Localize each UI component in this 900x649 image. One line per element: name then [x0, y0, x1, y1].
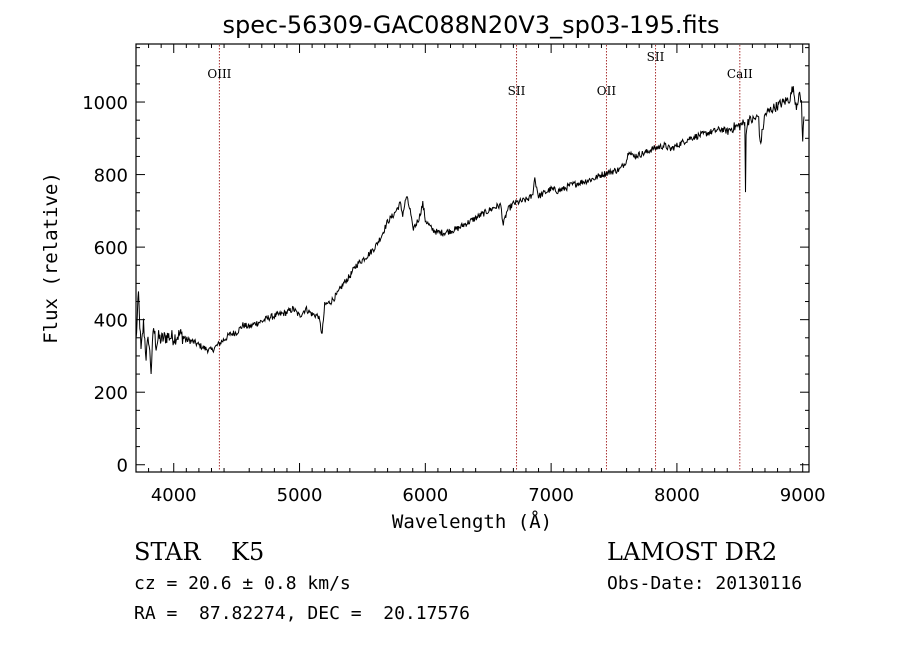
coordinates-readout: RA = 87.82274, DEC = 20.17576 [134, 603, 470, 624]
axis-ticks: 4000 5000 6000 7000 8000 9000 0 200 400 600 800 100… [82, 44, 826, 506]
chart-title: spec-56309-GAC088N20V3_sp03-195.fits [223, 11, 720, 39]
y-tick-label: 0 [117, 456, 128, 477]
spectral-line-label: OII [597, 84, 617, 98]
object-class: STAR K5 [134, 538, 265, 566]
y-axis-label: Flux (relative) [40, 172, 62, 344]
spectral-line-label: OIII [207, 67, 231, 81]
spectral-line-label: CaII [727, 67, 753, 81]
y-tick-label: 1000 [82, 93, 128, 114]
observation-date: Obs-Date: 20130116 [607, 573, 803, 594]
spectral-line-label: SII [647, 50, 665, 64]
x-tick-label: 4000 [151, 485, 197, 506]
redshift-readout: cz = 20.6 ± 0.8 km/s [134, 573, 351, 594]
y-tick-label: 800 [94, 166, 128, 187]
spectral-line-markers: OIII SII OII SII CaII [207, 45, 753, 471]
spectral-line-label: SII [508, 84, 526, 98]
x-tick-label: 9000 [780, 485, 826, 506]
y-tick-label: 200 [94, 383, 128, 404]
y-tick-label: 400 [94, 311, 128, 332]
x-tick-label: 6000 [402, 485, 448, 506]
x-axis-label: Wavelength (Å) [392, 510, 552, 533]
plot-frame [135, 43, 810, 473]
flux-series [135, 86, 805, 375]
x-tick-label: 8000 [654, 485, 700, 506]
x-tick-label: 5000 [277, 485, 323, 506]
survey-name: LAMOST DR2 [607, 538, 778, 566]
flux-line [135, 86, 805, 375]
x-tick-label: 7000 [528, 485, 574, 506]
y-tick-label: 600 [94, 238, 128, 259]
